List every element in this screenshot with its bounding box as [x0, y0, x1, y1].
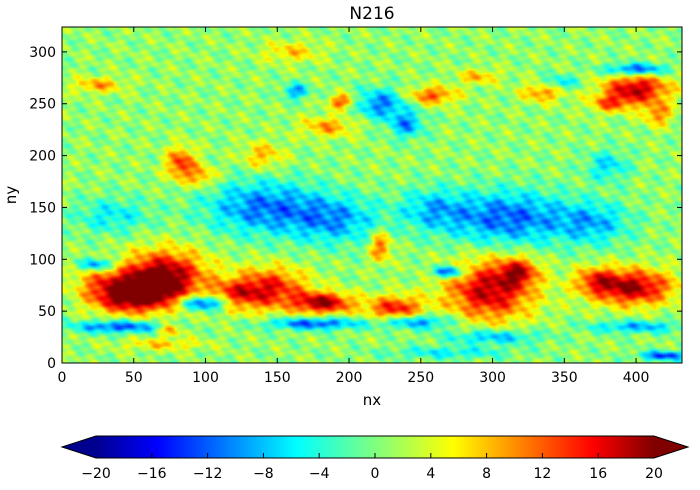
colorbar-tick-label: 20	[645, 466, 663, 482]
colorbar-extend-min	[62, 436, 96, 458]
colorbar-tick-label: 16	[589, 466, 607, 482]
colorbar-tick-label: 4	[426, 466, 435, 482]
x-tick-label: 400	[623, 370, 650, 386]
x-tick-label: 0	[58, 370, 67, 386]
colorbar-tick-label: −12	[193, 466, 223, 482]
x-tick-label: 200	[336, 370, 363, 386]
colorbar-outline	[60, 435, 690, 459]
colorbar-tick-label: 8	[482, 466, 491, 482]
colorbar-extend-max	[654, 436, 688, 458]
colorbar-tick-label: 0	[371, 466, 380, 482]
colorbar-tick-label: −4	[309, 466, 330, 482]
heatmap-image	[62, 27, 682, 363]
heatmap-image-container	[62, 27, 682, 363]
x-axis-label: nx	[363, 391, 382, 409]
colorbar-tick-label: −16	[137, 466, 167, 482]
heatmap-plot-area	[61, 26, 683, 364]
y-tick-label: 50	[38, 304, 56, 320]
y-tick-label: 100	[29, 252, 56, 268]
colorbar-tick-label: 12	[533, 466, 551, 482]
y-tick-label: 250	[29, 97, 56, 113]
x-tick-label: 100	[192, 370, 219, 386]
x-axis: 0 50 100 150 200 250 300 350 400	[58, 27, 650, 386]
x-tick-label: 250	[407, 370, 434, 386]
plot-frame	[61, 26, 683, 364]
x-tick-label: 50	[125, 370, 143, 386]
chart-title: N216	[349, 4, 394, 24]
x-tick-label: 350	[551, 370, 578, 386]
y-tick-label: 150	[29, 200, 56, 216]
y-axis-label: ny	[2, 186, 20, 205]
y-axis: 0 50 100 150 200 250 300	[29, 45, 682, 372]
y-tick-label: 200	[29, 149, 56, 165]
x-tick-label: 150	[264, 370, 291, 386]
colorbar-tick-label: −20	[81, 466, 111, 482]
colorbar-gradient	[96, 436, 654, 458]
x-tick-label: 300	[479, 370, 506, 386]
colorbar: −20 −16 −12 −8 −4 0 4 8 12 16 20	[60, 435, 690, 482]
y-tick-label: 300	[29, 45, 56, 61]
y-tick-label: 0	[47, 356, 56, 372]
colorbar-ticks: −20 −16 −12 −8 −4 0 4 8 12 16 20	[81, 453, 663, 482]
colorbar-tick-label: −8	[253, 466, 274, 482]
